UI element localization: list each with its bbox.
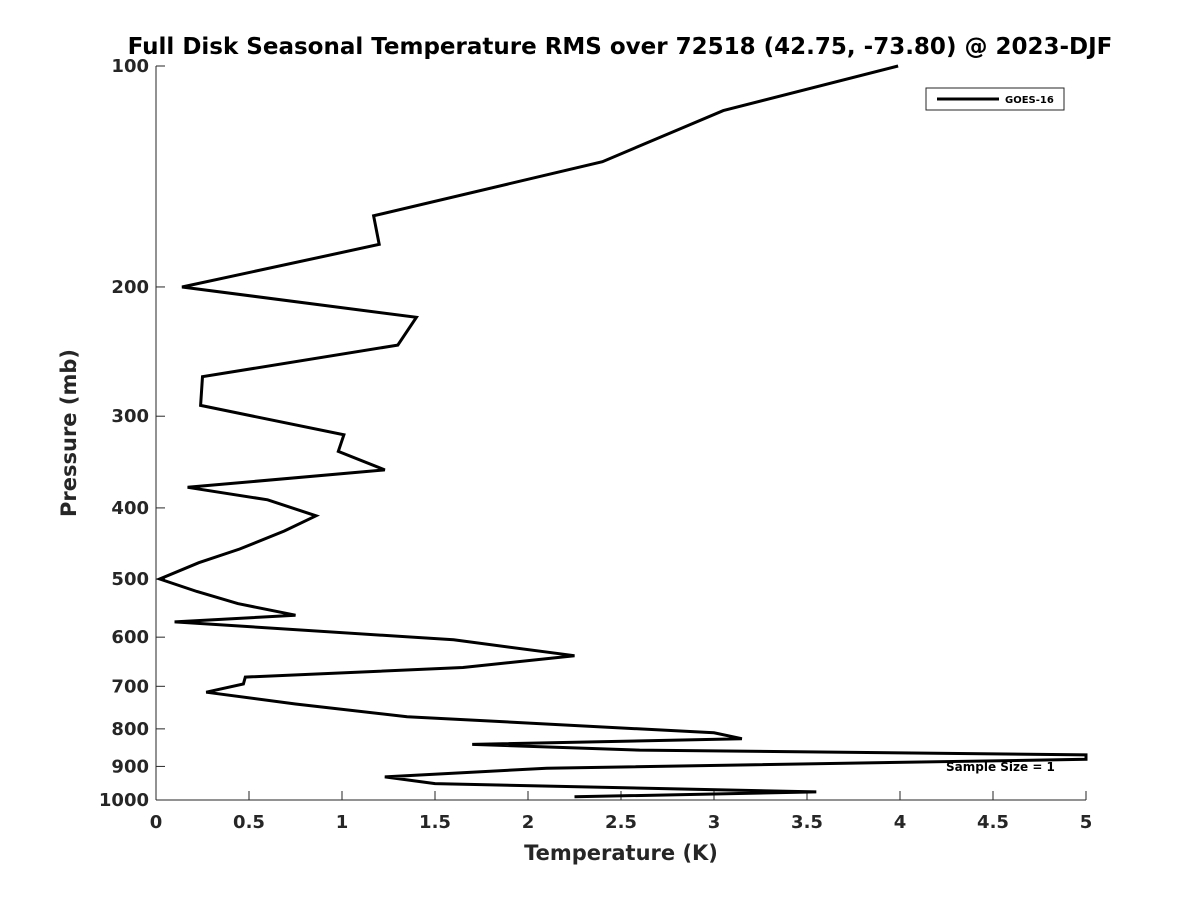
x-tick-label: 4.5	[977, 812, 1009, 833]
y-tick-label: 1000	[99, 790, 149, 811]
y-tick-label: 300	[111, 406, 149, 427]
chart-title: Full Disk Seasonal Temperature RMS over …	[128, 34, 1113, 60]
y-tick-label: 700	[111, 676, 149, 697]
y-tick-label: 800	[111, 719, 149, 740]
sample-size-annotation: Sample Size = 1	[946, 760, 1055, 774]
legend: GOES-16	[925, 87, 1065, 111]
x-tick-label: 0.5	[233, 812, 265, 833]
y-tick-label: 200	[111, 277, 149, 298]
y-tick-label: 600	[111, 627, 149, 648]
y-axis-label: Pressure (mb)	[57, 349, 81, 517]
legend-label-goes-16: GOES-16	[1005, 95, 1054, 106]
y-tick-label: 100	[111, 56, 149, 77]
series-layer	[155, 64, 1088, 799]
x-tick-label: 4	[894, 812, 907, 833]
x-tick-label: 5	[1080, 812, 1093, 833]
x-tick-label: 3.5	[791, 812, 823, 833]
y-tick-label: 500	[111, 569, 149, 590]
x-tick-label: 2	[522, 812, 535, 833]
x-tick-label: 1	[336, 812, 349, 833]
y-axis-ticks: 100 200 300 400 500 600 700 800 900 1000	[99, 56, 165, 811]
x-axis-ticks: 0 0.5 1 1.5 2 2.5 3 3.5 4 4.5 5	[150, 791, 1093, 833]
x-tick-label: 3	[708, 812, 721, 833]
x-axis-label: Temperature (K)	[524, 841, 718, 865]
x-tick-label: 2.5	[605, 812, 637, 833]
series-line-goes-16	[155, 64, 1088, 799]
y-tick-label: 400	[111, 498, 149, 519]
x-tick-label: 1.5	[419, 812, 451, 833]
x-tick-label: 0	[150, 812, 163, 833]
y-tick-label: 900	[111, 756, 149, 777]
